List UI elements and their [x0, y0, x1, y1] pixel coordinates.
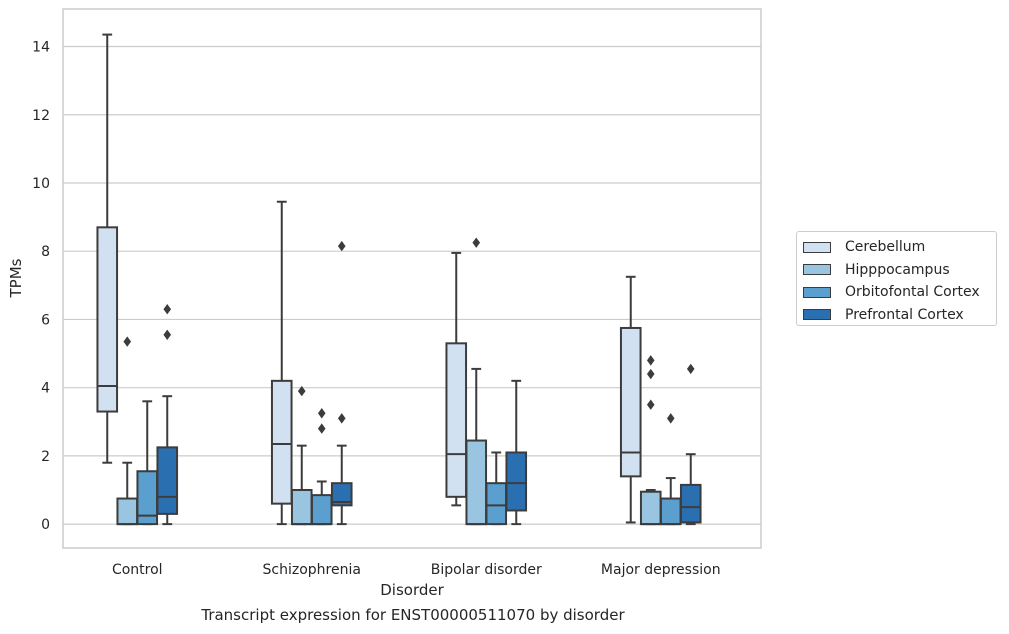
- x-tick-label: Control: [112, 562, 163, 578]
- outlier-point: [646, 368, 655, 380]
- box-iqr: [330, 482, 353, 507]
- y-axis-label: TPMs: [7, 258, 25, 298]
- box-iqr: [116, 497, 139, 526]
- box-0-3: [619, 275, 642, 524]
- x-tick-label: Bipolar disorder: [431, 562, 542, 578]
- box-2-1: [310, 408, 333, 526]
- outlier-point: [646, 355, 655, 366]
- box-3-2: [505, 379, 528, 526]
- box-2-2: [485, 451, 508, 526]
- box-3-1: [330, 240, 353, 526]
- legend-item: Cerebellum: [803, 236, 990, 259]
- y-tick-labels: 0 2 4 6 8 10 12 14: [32, 40, 50, 534]
- box-0-0: [96, 33, 119, 464]
- box-iqr: [96, 226, 119, 413]
- outlier-point: [317, 408, 326, 419]
- outlier-point: [337, 413, 346, 424]
- y-tick-label: 2: [41, 449, 50, 465]
- box-0-1: [270, 200, 293, 526]
- outlier-point: [646, 399, 655, 410]
- box-2-3: [659, 413, 682, 526]
- x-axis-label: Disorder: [380, 581, 444, 599]
- legend-item: Orbitofontal Cortex: [803, 281, 990, 304]
- outlier-point: [317, 423, 326, 434]
- x-tick-label: Major depression: [601, 562, 721, 578]
- legend-swatch: [803, 286, 831, 298]
- chart-caption: Transcript expression for ENST0000051107…: [201, 606, 625, 624]
- y-tick-label: 0: [41, 517, 50, 533]
- x-tick-label: Schizophrenia: [263, 562, 361, 578]
- plot-frame: [62, 8, 762, 549]
- box-iqr: [619, 326, 642, 478]
- legend-item: Hipppocampus: [803, 259, 990, 282]
- box-iqr: [270, 379, 293, 505]
- box-iqr: [639, 490, 662, 526]
- box-iqr: [445, 342, 468, 498]
- box-iqr: [505, 451, 528, 512]
- box-iqr: [465, 439, 488, 526]
- box-1-3: [639, 355, 662, 526]
- legend-label: Hipppocampus: [845, 261, 950, 278]
- y-tick-label: 14: [32, 40, 50, 56]
- outlier-point: [123, 336, 132, 347]
- outlier-point: [163, 329, 172, 340]
- legend-label: Cerebellum: [845, 239, 926, 256]
- legend: Cerebellum Hipppocampus Orbitofontal Corte…: [796, 231, 997, 326]
- box-1-0: [116, 336, 139, 526]
- outlier-point: [666, 413, 675, 424]
- box-iqr: [679, 483, 702, 524]
- box-3-0: [156, 304, 179, 526]
- legend-item: Prefrontal Cortex: [803, 304, 990, 327]
- box-iqr: [310, 494, 333, 526]
- y-tick-label: 6: [41, 312, 50, 328]
- legend-swatch: [803, 241, 831, 253]
- x-tick-labels: Control Schizophrenia Bipolar disorder Majo…: [112, 562, 721, 578]
- box-3-3: [679, 363, 702, 526]
- gridlines: [63, 45, 761, 525]
- legend-label: Prefrontal Cortex: [845, 306, 964, 323]
- y-tick-label: 4: [41, 381, 50, 397]
- legend-swatch: [803, 264, 831, 276]
- box-2-0: [136, 400, 159, 526]
- outlier-point: [472, 237, 481, 248]
- y-tick-label: 10: [32, 176, 50, 192]
- y-tick-label: 8: [41, 244, 50, 260]
- outlier-point: [337, 240, 346, 252]
- box-iqr: [659, 497, 682, 526]
- box-iqr: [156, 446, 179, 515]
- box-iqr: [485, 482, 508, 526]
- outlier-point: [686, 363, 695, 375]
- y-tick-label: 12: [32, 108, 50, 124]
- boxes: [96, 33, 702, 526]
- legend-swatch: [803, 309, 831, 321]
- outlier-point: [163, 304, 172, 315]
- box-iqr: [290, 489, 313, 526]
- box-1-2: [465, 237, 488, 526]
- box-0-2: [445, 251, 468, 507]
- box-1-1: [290, 385, 313, 526]
- outlier-point: [297, 385, 306, 397]
- legend-label: Orbitofontal Cortex: [845, 284, 980, 301]
